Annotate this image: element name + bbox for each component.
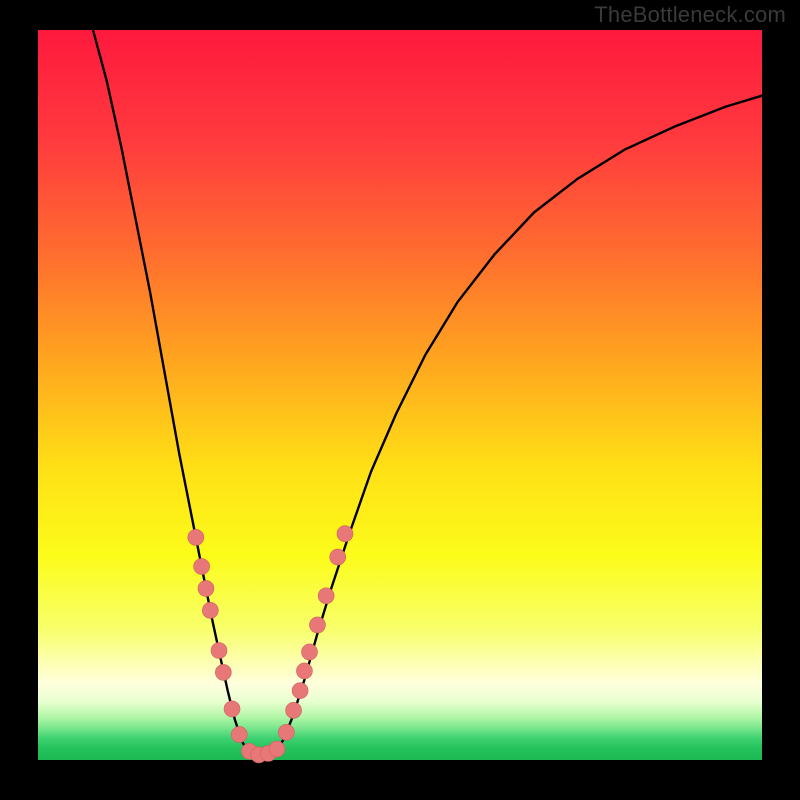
data-marker xyxy=(215,664,231,680)
data-marker xyxy=(198,580,214,596)
bottleneck-curve-chart xyxy=(0,0,800,800)
data-marker xyxy=(194,559,210,575)
data-marker xyxy=(231,726,247,742)
data-marker xyxy=(211,643,227,659)
data-marker xyxy=(269,741,285,757)
data-marker xyxy=(330,549,346,565)
data-marker xyxy=(302,644,318,660)
data-marker xyxy=(286,702,302,718)
data-marker xyxy=(224,701,240,717)
data-marker xyxy=(318,588,334,604)
data-marker xyxy=(278,724,294,740)
data-marker xyxy=(337,526,353,542)
data-marker xyxy=(296,663,312,679)
data-marker xyxy=(188,529,204,545)
data-marker xyxy=(292,683,308,699)
chart-container: TheBottleneck.com xyxy=(0,0,800,800)
data-marker xyxy=(202,602,218,618)
watermark-text: TheBottleneck.com xyxy=(594,2,786,28)
data-marker xyxy=(309,617,325,633)
chart-plot-background xyxy=(38,30,762,760)
